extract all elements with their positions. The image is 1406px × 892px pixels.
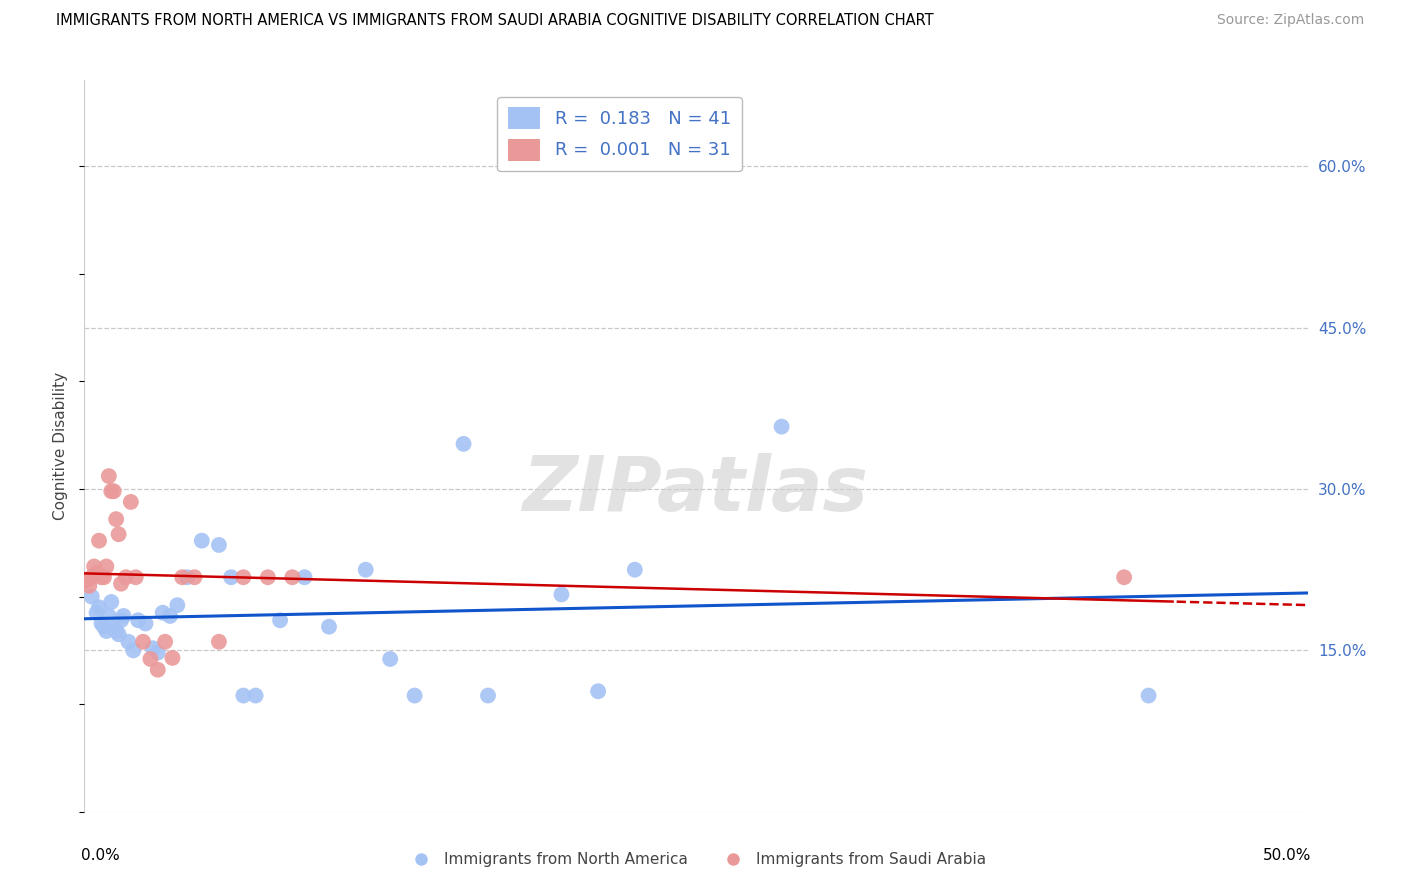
Text: Source: ZipAtlas.com: Source: ZipAtlas.com [1216, 13, 1364, 28]
Point [132, 634, 155, 648]
Point [115, 570, 138, 584]
Point [105, 624, 128, 638]
Point [90, 616, 112, 631]
Point [404, 689, 426, 703]
Point [550, 587, 572, 601]
Point [191, 533, 214, 548]
Text: 50.0%: 50.0% [1263, 848, 1312, 863]
Point [83, 559, 105, 574]
Point [139, 652, 162, 666]
Point [166, 598, 188, 612]
Point [257, 570, 280, 584]
Point [208, 538, 231, 552]
Point [120, 495, 142, 509]
Point [93, 570, 115, 584]
Point [318, 620, 340, 634]
Point [135, 616, 157, 631]
Point [86, 606, 108, 620]
Point [110, 576, 132, 591]
Point [208, 634, 231, 648]
Point [122, 643, 145, 657]
Point [380, 652, 402, 666]
Point [93, 620, 115, 634]
Point [294, 570, 316, 584]
Point [77, 579, 100, 593]
Point [354, 563, 377, 577]
Point [105, 512, 128, 526]
Point [76, 574, 98, 588]
Point [586, 684, 609, 698]
Text: IMMIGRANTS FROM NORTH AMERICA VS IMMIGRANTS FROM SAUDI ARABIA COGNITIVE DISABILI: IMMIGRANTS FROM NORTH AMERICA VS IMMIGRA… [56, 13, 934, 29]
Point [96, 624, 118, 638]
Point [624, 563, 647, 577]
Point [153, 634, 176, 648]
Legend: Immigrants from North America, Immigrants from Saudi Arabia: Immigrants from North America, Immigrant… [399, 847, 993, 873]
Point [107, 627, 129, 641]
Point [87, 533, 110, 548]
Point [245, 689, 267, 703]
Text: 0.0%: 0.0% [80, 848, 120, 863]
Point [1114, 570, 1136, 584]
Point [97, 469, 120, 483]
Point [1137, 689, 1160, 703]
Point [112, 609, 135, 624]
Point [80, 590, 103, 604]
Point [87, 600, 110, 615]
Point [103, 484, 125, 499]
Point [183, 570, 205, 584]
Y-axis label: Cognitive Disability: Cognitive Disability [53, 372, 69, 520]
Point [86, 566, 108, 580]
Point [127, 613, 149, 627]
Point [96, 559, 118, 574]
Point [110, 613, 132, 627]
Text: ZIPatlas: ZIPatlas [523, 453, 869, 527]
Point [152, 606, 174, 620]
Point [232, 570, 254, 584]
Point [232, 689, 254, 703]
Point [146, 663, 169, 677]
Point [176, 570, 198, 584]
Point [453, 437, 475, 451]
Point [100, 595, 122, 609]
Point [97, 609, 120, 624]
Point [172, 570, 194, 584]
Point [162, 651, 184, 665]
Point [125, 570, 148, 584]
Point [146, 646, 169, 660]
Point [117, 634, 139, 648]
Point [219, 570, 242, 584]
Point [80, 570, 103, 584]
Point [281, 570, 304, 584]
Point [477, 689, 499, 703]
Point [107, 527, 129, 541]
Point [269, 613, 291, 627]
Point [770, 419, 793, 434]
Point [142, 641, 165, 656]
Point [100, 484, 122, 499]
Point [159, 609, 181, 624]
Point [90, 570, 112, 584]
Point [103, 622, 125, 636]
